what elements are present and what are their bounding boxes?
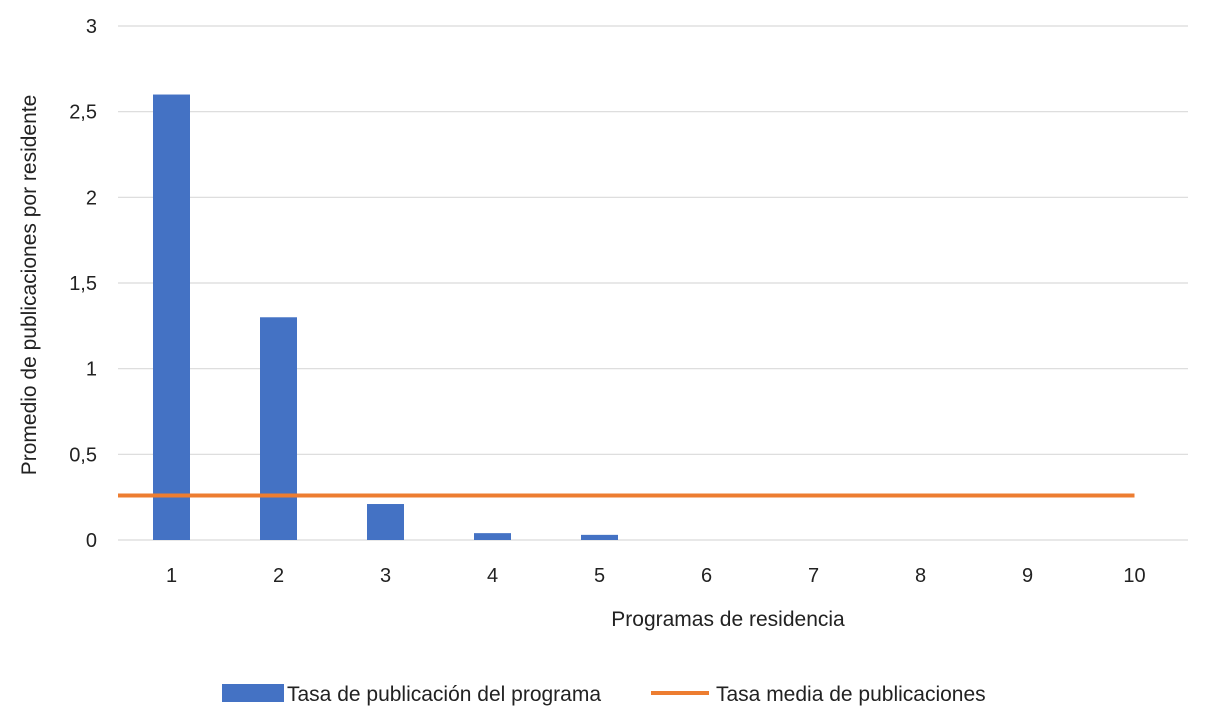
- legend-bar-swatch: [222, 684, 284, 702]
- bar: [153, 94, 190, 541]
- y-tick-label: 3: [86, 16, 97, 38]
- x-axis-ticks: 1 2 3 4 5 6 7 8 9 10: [166, 565, 1146, 587]
- y-tick-label: 0: [86, 530, 97, 552]
- legend-line-label: Tasa media de publicaciones: [716, 683, 986, 706]
- x-tick-label: 2: [273, 565, 284, 587]
- x-axis-title: Programas de residencia: [611, 608, 845, 631]
- x-tick-label: 5: [594, 565, 605, 587]
- legend-bar-label: Tasa de publicación del programa: [287, 683, 601, 706]
- bar: [581, 534, 618, 540]
- x-tick-label: 4: [487, 565, 498, 587]
- bar: [367, 504, 404, 540]
- x-tick-label: 9: [1022, 565, 1033, 587]
- y-tick-label: 0,5: [69, 444, 97, 466]
- bar: [474, 533, 511, 540]
- bar: [260, 317, 297, 540]
- x-tick-label: 3: [380, 565, 391, 587]
- y-tick-label: 2: [86, 187, 97, 209]
- y-tick-label: 2,5: [69, 102, 97, 124]
- x-tick-label: 6: [701, 565, 712, 587]
- y-axis-ticks: 0 0,5 1 1,5 2 2,5 3: [69, 16, 97, 552]
- y-tick-label: 1: [86, 359, 97, 381]
- x-tick-label: 10: [1123, 565, 1145, 587]
- bars: [153, 94, 618, 541]
- x-tick-label: 7: [808, 565, 819, 587]
- legend: Tasa de publicación del programa Tasa me…: [222, 683, 986, 706]
- x-tick-label: 1: [166, 565, 177, 587]
- y-tick-label: 1,5: [69, 273, 97, 295]
- y-axis-title: Promedio de publicaciones por residente: [18, 95, 41, 476]
- x-tick-label: 8: [915, 565, 926, 587]
